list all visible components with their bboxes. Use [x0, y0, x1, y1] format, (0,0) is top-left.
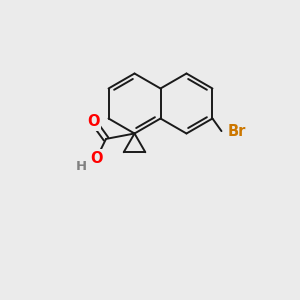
Text: Br: Br — [228, 124, 246, 139]
Text: O: O — [90, 151, 103, 166]
Text: O: O — [87, 114, 100, 129]
Text: H: H — [76, 160, 87, 173]
